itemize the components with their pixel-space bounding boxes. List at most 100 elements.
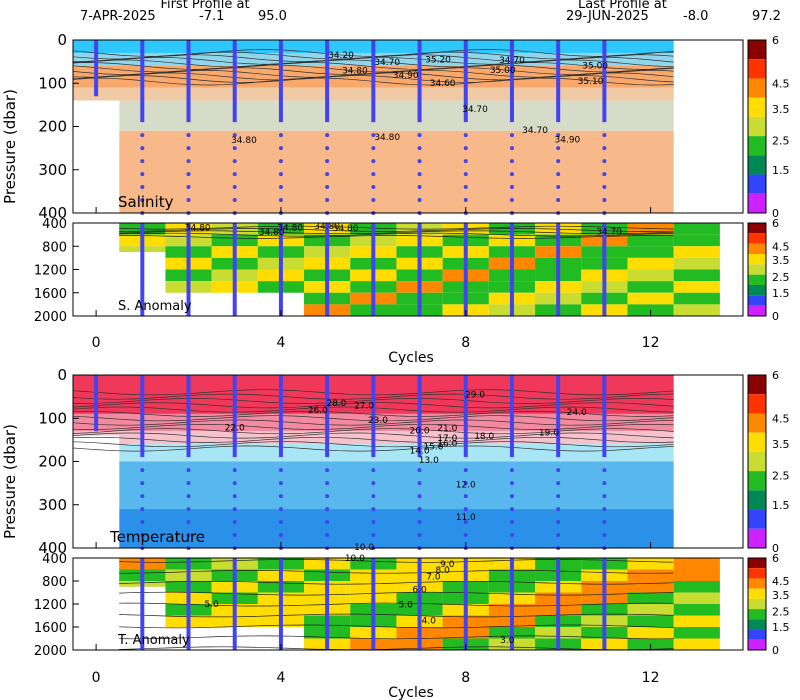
anomaly-cell (673, 558, 720, 570)
profile-dot (602, 481, 607, 486)
profile-dot (140, 198, 145, 203)
colorbar-swatch (748, 285, 766, 296)
contour-label: 34.80 (333, 224, 359, 234)
anomaly-cell (627, 292, 674, 305)
profile-dot (602, 172, 607, 177)
profile-dot (463, 494, 468, 499)
anomaly-cell (627, 569, 674, 581)
contour-label: 3.0 (500, 636, 515, 646)
profile-dot (556, 198, 561, 203)
profile-dot (325, 172, 330, 177)
profile-dot (556, 172, 561, 177)
color-band (119, 130, 674, 213)
profile-dot (278, 520, 283, 525)
profile-dot (509, 507, 514, 512)
profile-dot (232, 507, 237, 512)
profile-dot (232, 468, 237, 473)
colorbar-swatch (748, 254, 766, 265)
y-tick-label: 1200 (34, 264, 67, 279)
no-data-area (73, 435, 120, 548)
profile-dot (509, 159, 514, 164)
profile-dot (371, 481, 376, 486)
x-tick-label: 12 (642, 670, 660, 686)
contour-label: 34.70 (499, 56, 525, 66)
profile-dot (278, 159, 283, 164)
colorbar-swatch (748, 471, 766, 491)
contour-line (119, 635, 674, 640)
colorbar-tick-label: 4.5 (772, 77, 790, 90)
profile-dot (371, 198, 376, 203)
panel-temperature_anomaly: 400 800 1200 1600 2000 T. Anomaly 10.0 9.08.07.… (34, 552, 790, 659)
y-tick-label: 1200 (34, 598, 67, 613)
anomaly-cell (627, 592, 674, 604)
color-band (119, 509, 674, 548)
contour-label: 5.0 (399, 600, 414, 610)
y-tick-label: 100 (38, 74, 67, 92)
colorbar-swatch (748, 193, 766, 213)
profile-dot (463, 159, 468, 164)
contour-label: 17.0 (437, 434, 457, 444)
colorbar-swatch (748, 588, 766, 599)
profile-dot (463, 146, 468, 151)
profile-dot (140, 494, 145, 499)
colorbar-swatch (748, 413, 766, 433)
colorbar-tick-label: 0 (772, 207, 779, 220)
x-tick-label: 0 (92, 670, 101, 686)
contour-line (119, 624, 674, 629)
profile-dot (463, 507, 468, 512)
anomaly-cell (627, 281, 674, 293)
profile-dot (509, 520, 514, 525)
profile-dot (556, 468, 561, 473)
colorbar-swatch (748, 609, 766, 620)
colorbar-tick-label: 1.5 (772, 164, 790, 177)
contour-label: 19.0 (539, 429, 559, 439)
profile-dot (278, 198, 283, 203)
panel-label-salinity: Salinity (118, 193, 174, 211)
colorbar-swatch (748, 451, 766, 472)
profile-dot (232, 481, 237, 486)
x-axis-title: Cycles (388, 685, 434, 700)
contour-label: 34.70 (374, 58, 400, 68)
y-tick-label: 100 (38, 409, 67, 427)
header-last-line1: Last Profile at (578, 0, 667, 12)
color-band (119, 461, 674, 510)
anomaly-cell (627, 257, 674, 270)
colorbar-swatch (748, 509, 766, 529)
colorbar-tick-label: 0 (772, 542, 779, 555)
x-tick-label: 4 (276, 670, 285, 686)
anomaly-cell (627, 627, 674, 639)
colorbar-frame (747, 222, 767, 317)
profile-dot (186, 146, 191, 151)
colorbar-swatch (748, 295, 766, 306)
colorbar-tick-label: 6 (772, 552, 779, 565)
x-axis-title: Cycles (388, 350, 434, 366)
contour-label: 34.80 (231, 136, 257, 146)
anomaly-cell (627, 269, 674, 282)
colorbar-swatch (748, 59, 766, 79)
header-first-date: 7-APR-2025 (80, 9, 156, 24)
profile-dot (278, 468, 283, 473)
profile-dot (278, 494, 283, 499)
profile-dot (186, 159, 191, 164)
no-data-area (73, 100, 120, 213)
y-tick-label: 0 (57, 31, 67, 49)
header-last-lat: -8.0 (683, 9, 709, 24)
header-last-date: 29-JUN-2025 (566, 9, 649, 24)
y-tick-label: 300 (38, 496, 67, 514)
y-tick-label: 0 (57, 366, 67, 384)
profile-dot (602, 159, 607, 164)
profile-dot (278, 146, 283, 151)
contour-label: 21.0 (437, 424, 457, 434)
x-tick-label: 8 (461, 670, 470, 686)
contour-line (119, 613, 674, 618)
profile-dot (371, 507, 376, 512)
contour-label: 34.70 (462, 105, 488, 115)
profile-dot (602, 494, 607, 499)
contour-label: 34.20 (328, 51, 354, 61)
profile-dot (325, 185, 330, 190)
profile-dot (417, 507, 422, 512)
profile-dot (140, 507, 145, 512)
profile-dot (278, 185, 283, 190)
profile-dot (509, 133, 514, 138)
